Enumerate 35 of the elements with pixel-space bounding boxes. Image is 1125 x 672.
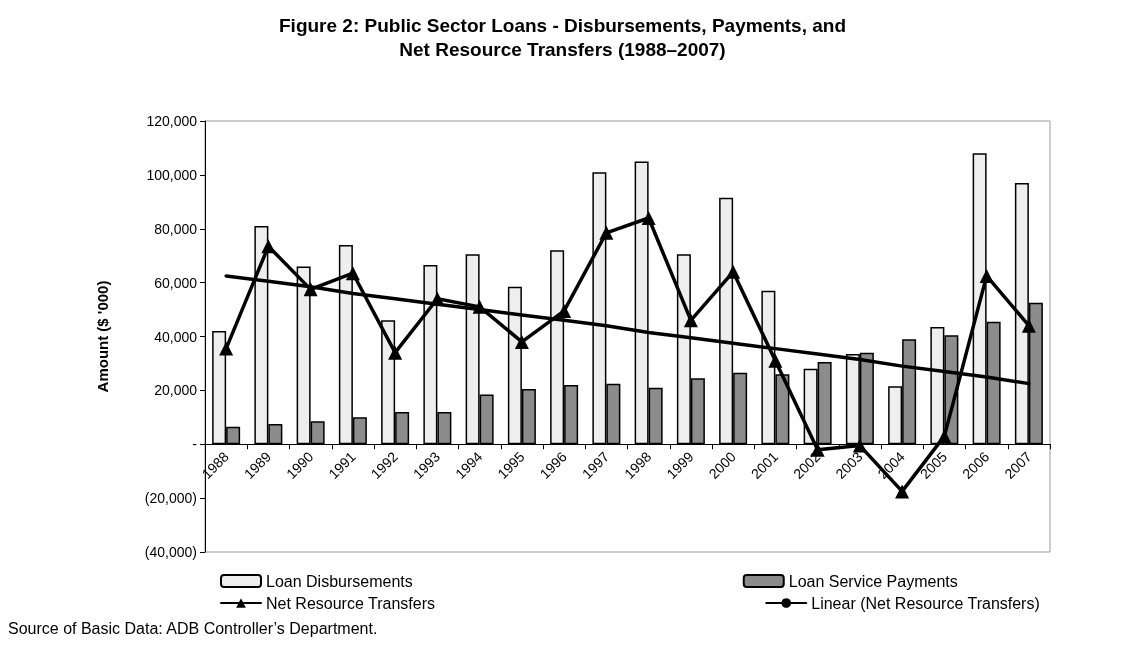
point bbox=[726, 264, 741, 279]
point bbox=[345, 266, 360, 281]
point bbox=[557, 303, 572, 318]
y-tick-label: (20,000) bbox=[144, 490, 197, 507]
chart-title: Figure 2: Public Sector Loans - Disbursements, Payments, and Net Resource Transfers (1988–2007) bbox=[279, 14, 846, 60]
y-tick-label: (40,000) bbox=[144, 544, 197, 560]
legend-label: Linear (Net Resource Transfers) bbox=[811, 594, 1040, 612]
point bbox=[641, 210, 656, 225]
y-axis-title: Amount ($ '000) bbox=[94, 280, 111, 393]
point bbox=[937, 429, 952, 444]
point bbox=[219, 341, 234, 356]
point bbox=[303, 282, 318, 297]
y-tick-label: 120,000 bbox=[146, 113, 198, 129]
point bbox=[895, 484, 910, 499]
point bbox=[683, 313, 698, 328]
point bbox=[1021, 318, 1036, 333]
y-tick-label: 20,000 bbox=[154, 382, 198, 399]
point bbox=[768, 353, 783, 368]
point bbox=[472, 299, 487, 314]
point bbox=[852, 438, 867, 453]
point bbox=[599, 225, 614, 240]
point bbox=[979, 268, 994, 283]
legend-label: Net Resource Transfers bbox=[266, 594, 435, 612]
source-note: Source of Basic Data: ADB Controller’s Department. bbox=[8, 620, 378, 638]
y-tick-label: 40,000 bbox=[154, 328, 198, 345]
point bbox=[261, 239, 276, 254]
legend-label: Loan Disbursements bbox=[266, 572, 413, 590]
point bbox=[514, 334, 529, 349]
legend-label: Loan Service Payments bbox=[788, 572, 958, 590]
y-tick-label: 80,000 bbox=[154, 220, 198, 237]
y-tick-label: 100,000 bbox=[146, 166, 198, 183]
point bbox=[430, 291, 445, 306]
y-tick-label: 60,000 bbox=[154, 274, 198, 291]
point bbox=[388, 345, 403, 360]
y-tick-label: - bbox=[192, 436, 198, 453]
